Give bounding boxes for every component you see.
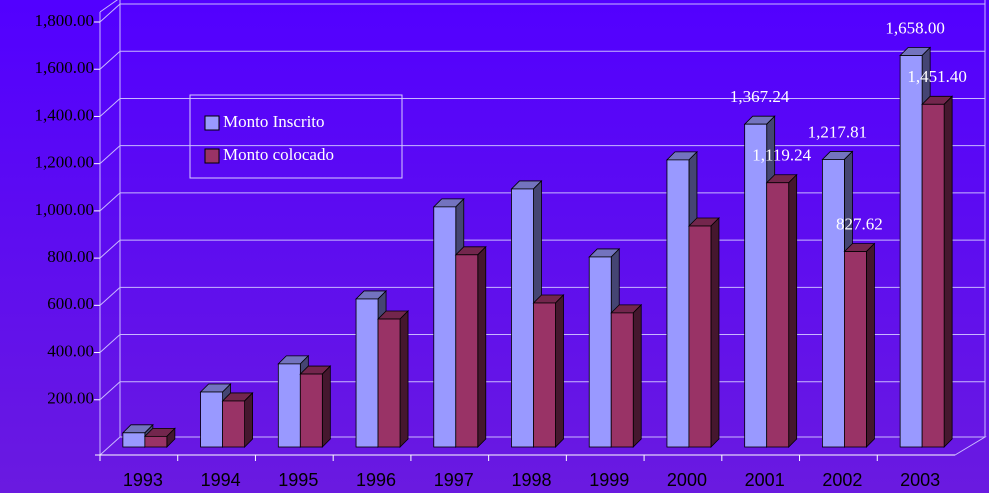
- x-tick-label: 1998: [511, 470, 551, 490]
- bar-front: [766, 182, 790, 448]
- bar: [532, 294, 565, 448]
- bar-front: [666, 159, 690, 448]
- grid-line: [99, 3, 985, 23]
- x-tick-label: 1999: [589, 470, 629, 490]
- bar-front: [588, 256, 612, 448]
- bar-front: [899, 55, 923, 448]
- y-tick-label: 1,600.00: [35, 58, 95, 77]
- bar-side: [866, 242, 875, 448]
- bar: [143, 427, 176, 448]
- bar-side: [632, 303, 642, 448]
- legend-label: Monto colocado: [223, 145, 334, 164]
- bar-front: [455, 254, 479, 448]
- bar: [921, 95, 954, 448]
- bar-side: [710, 217, 720, 448]
- legend-swatch: [204, 115, 220, 131]
- x-tick-label: 1996: [356, 470, 396, 490]
- x-tick-label: 2002: [822, 470, 862, 490]
- legend-box: [189, 94, 403, 179]
- bar-front: [433, 206, 457, 448]
- y-tick-label: 1,800.00: [35, 11, 95, 30]
- x-tick-label: 2000: [667, 470, 707, 490]
- bar-front: [377, 318, 401, 448]
- bar: [299, 365, 332, 448]
- bar-front: [299, 373, 323, 448]
- data-label: 1,451.40: [907, 67, 967, 86]
- bar-front: [144, 435, 168, 448]
- bar-side: [321, 365, 331, 448]
- bar: [377, 310, 410, 448]
- bar: [454, 245, 487, 448]
- bar-side: [555, 294, 564, 448]
- bar: [843, 242, 876, 448]
- y-tick-label: 800.00: [47, 247, 94, 266]
- bar-front: [822, 159, 845, 448]
- bar-front: [744, 123, 768, 448]
- data-label: 1,119.24: [752, 146, 811, 165]
- y-tick-label: 1,200.00: [35, 153, 95, 172]
- bar-side: [788, 173, 798, 448]
- x-tick-label: 1994: [201, 470, 241, 490]
- data-label: 1,367.24: [730, 87, 790, 106]
- bar-front: [122, 432, 146, 448]
- plot-area: 200.00 400.00 600.00 800.00 1,000.00 1,200.00…: [35, 0, 987, 490]
- bar-side: [399, 310, 409, 448]
- y-axis-depth: [99, 0, 119, 13]
- grid-line: [99, 50, 985, 70]
- x-tick-label: 2003: [900, 470, 940, 490]
- y-tick-label: 1,400.00: [35, 105, 95, 124]
- bar-side: [477, 245, 487, 448]
- bar-front: [222, 400, 245, 448]
- legend-label: Monto Inscrito: [223, 112, 325, 131]
- bar-front: [688, 225, 712, 448]
- bar: [221, 391, 254, 448]
- bar: [765, 173, 798, 448]
- x-tick-label: 1995: [278, 470, 318, 490]
- grid-line: [99, 145, 985, 165]
- data-label: 1,217.81: [808, 122, 868, 141]
- y-tick-label: 200.00: [47, 389, 94, 408]
- legend-swatch: [204, 148, 220, 164]
- bar-front: [200, 391, 223, 448]
- bar-front: [844, 251, 867, 448]
- x-tick-label: 1997: [434, 470, 474, 490]
- bar-side: [943, 95, 953, 448]
- bar-front: [277, 363, 301, 448]
- x-tick-label: 2001: [745, 470, 785, 490]
- data-label: 1,658.00: [885, 18, 945, 37]
- y-tick-label: 1,000.00: [35, 200, 95, 219]
- legend: Monto Inscrito Monto colocado: [189, 94, 403, 179]
- bar: [687, 217, 720, 448]
- bar-front: [921, 103, 945, 448]
- bar-side: [244, 391, 253, 448]
- bar-front: [533, 302, 556, 448]
- bar-front: [355, 298, 379, 448]
- bar-front: [511, 188, 534, 448]
- data-label: 827.62: [836, 214, 883, 233]
- bar-front: [610, 312, 634, 448]
- y-tick-label: 600.00: [47, 294, 94, 313]
- grid-line: [99, 97, 985, 117]
- bar: [610, 303, 643, 448]
- x-tick-label: 1993: [123, 470, 163, 490]
- y-tick-label: 400.00: [47, 341, 94, 360]
